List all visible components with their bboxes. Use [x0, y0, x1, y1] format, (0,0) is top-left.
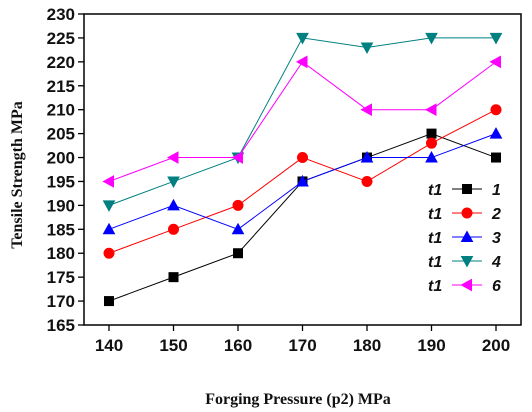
data-point	[167, 176, 180, 188]
data-point	[102, 222, 116, 235]
data-point	[295, 55, 308, 69]
legend-item-6: t1 6	[428, 278, 501, 295]
data-point	[233, 248, 243, 259]
data-point	[360, 151, 374, 163]
axes: 165 170 175 180 185 190 195 200 205 210 215 220 225 2…	[47, 5, 522, 355]
legend-item-3: t1 3	[428, 230, 501, 247]
data-point	[490, 104, 502, 116]
data-point	[296, 174, 309, 187]
x-tick-label: 150	[159, 336, 187, 355]
legend-label: 4	[491, 254, 501, 271]
data-point	[168, 223, 179, 235]
y-tick-label: 205	[47, 125, 75, 144]
y-tick-label: 185	[47, 220, 75, 239]
y-tick-label: 170	[47, 292, 75, 311]
legend-label: 3	[492, 230, 501, 247]
x-tick-label: 140	[95, 336, 123, 355]
y-tick-label: 225	[47, 29, 75, 48]
data-point	[425, 151, 438, 163]
data-point	[102, 200, 116, 212]
data-point	[426, 137, 437, 149]
x-tick-label: 190	[417, 336, 445, 355]
data-point	[232, 199, 244, 211]
y-tick-label: 165	[47, 316, 75, 335]
legend-prefix: t1	[428, 230, 442, 247]
series-layer	[102, 32, 503, 307]
y-tick-label: 175	[47, 268, 75, 287]
y-tick-label: 215	[47, 77, 75, 96]
data-point	[167, 198, 180, 211]
legend-marker	[462, 184, 472, 194]
legend-prefix: t1	[428, 278, 442, 295]
data-point	[361, 175, 373, 187]
legend-item-2: t1 2	[428, 206, 501, 223]
y-tick-label: 195	[47, 172, 75, 191]
data-point	[360, 42, 374, 55]
data-point	[424, 103, 437, 117]
series-6	[102, 55, 501, 188]
legend-marker	[460, 278, 472, 292]
x-tick-label: 180	[353, 336, 381, 355]
data-point	[166, 151, 179, 164]
legend-item-4: t1 4	[428, 254, 501, 271]
legend-prefix: t1	[428, 254, 442, 271]
y-axis-title: Tensile Strength MPa	[9, 101, 26, 249]
legend-label: 2	[491, 206, 501, 223]
x-tick-label: 160	[224, 336, 252, 355]
data-point	[489, 127, 503, 139]
legend-marker	[461, 207, 473, 219]
data-point	[489, 55, 501, 69]
y-tick-label: 210	[47, 101, 75, 120]
data-point	[296, 32, 309, 45]
y-tick-label: 220	[47, 53, 75, 72]
data-point	[426, 128, 437, 139]
legend-label: 6	[492, 278, 501, 295]
x-tick-label: 200	[482, 336, 510, 355]
data-point	[103, 247, 115, 259]
data-point	[102, 175, 114, 188]
data-point	[425, 32, 438, 45]
data-point	[168, 272, 179, 283]
y-tick-label: 190	[47, 196, 75, 215]
y-tick-label: 230	[47, 5, 75, 24]
legend: t1 1 t1 2 t1 3 t1 4 t1 6	[428, 182, 501, 295]
x-axis-title: Forging Pressure (p2) MPa	[205, 391, 391, 408]
data-point	[491, 152, 501, 163]
data-point	[489, 32, 503, 45]
data-point	[231, 151, 243, 164]
legend-label: 1	[492, 182, 501, 199]
data-point	[104, 296, 114, 307]
legend-marker	[460, 256, 474, 268]
legend-item-1: t1 1	[428, 182, 501, 199]
legend-prefix: t1	[428, 206, 442, 223]
legend-prefix: t1	[428, 182, 442, 199]
series-3	[102, 127, 503, 235]
legend-marker	[460, 230, 474, 242]
y-tick-label: 200	[47, 149, 75, 168]
series-line	[108, 61, 497, 182]
data-point	[297, 152, 308, 164]
data-point	[360, 103, 372, 117]
y-tick-label: 180	[47, 244, 75, 263]
data-point	[231, 222, 245, 235]
x-tick-label: 170	[288, 336, 316, 355]
series-4	[102, 32, 503, 212]
series-2	[103, 104, 502, 259]
